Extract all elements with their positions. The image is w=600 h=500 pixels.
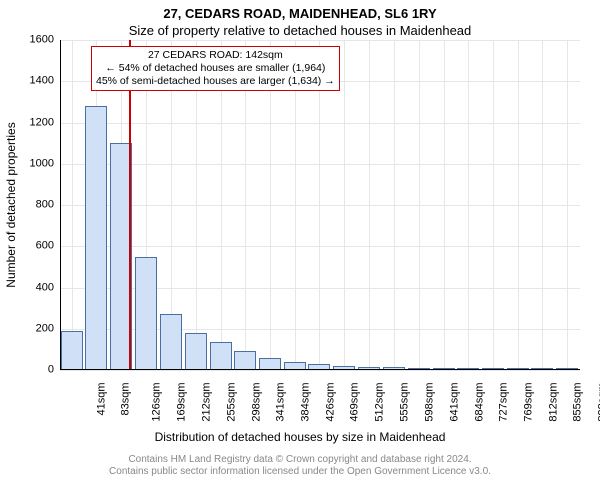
x-tick-label: 812sqm [548,383,559,422]
y-tick-label: 0 [0,365,54,376]
gridline-v [419,40,420,370]
gridline-v [344,40,345,370]
y-tick-label: 1000 [0,158,54,169]
y-tick-label: 1600 [0,35,54,46]
gridline-v [72,40,73,370]
x-tick-label: 512sqm [375,383,386,422]
x-tick-label: 469sqm [350,383,361,422]
x-tick-label: 384sqm [301,383,312,422]
x-tick-label: 855sqm [573,383,584,422]
page-subtitle: Size of property relative to detached ho… [0,23,600,38]
y-axis-line [60,40,61,370]
x-tick-label: 684sqm [474,383,485,422]
gridline-h [60,370,580,371]
x-axis-label: Distribution of detached houses by size … [0,430,600,444]
y-tick-label: 600 [0,241,54,252]
x-tick-label: 298sqm [251,383,262,422]
gridline-v [369,40,370,370]
gridline-v [394,40,395,370]
gridline-v [493,40,494,370]
x-axis-line [60,369,580,370]
x-tick-label: 212sqm [202,383,213,422]
x-tick-label: 555sqm [400,383,411,422]
histogram-bar [210,342,232,370]
x-tick-label: 41sqm [97,383,108,416]
annotation-line3: 45% of semi-detached houses are larger (… [96,75,335,88]
y-tick-label: 800 [0,200,54,211]
y-tick-label: 1400 [0,76,54,87]
gridline-v [567,40,568,370]
histogram-bar [160,314,182,370]
x-tick-label: 598sqm [425,383,436,422]
property-annotation-box: 27 CEDARS ROAD: 142sqm ← 54% of detached… [91,46,340,91]
gridline-v [468,40,469,370]
y-tick-label: 1200 [0,117,54,128]
x-tick-label: 727sqm [499,383,510,422]
annotation-line2: ← 54% of detached houses are smaller (1,… [96,62,335,75]
x-tick-label: 341sqm [276,383,287,422]
histogram-bar [185,333,207,370]
histogram-bar [234,351,256,370]
gridline-v [518,40,519,370]
x-tick-label: 426sqm [325,383,336,422]
x-tick-label: 83sqm [121,383,132,416]
y-tick-label: 400 [0,282,54,293]
attribution-footer: Contains HM Land Registry data © Crown c… [0,454,600,478]
x-tick-label: 769sqm [523,383,534,422]
footer-line1: Contains HM Land Registry data © Crown c… [0,454,600,466]
x-tick-label: 641sqm [449,383,460,422]
annotation-line1: 27 CEDARS ROAD: 142sqm [96,49,335,62]
histogram-bar [61,331,83,370]
x-tick-label: 126sqm [152,383,163,422]
gridline-v [444,40,445,370]
y-tick-label: 200 [0,323,54,334]
x-tick-label: 255sqm [226,383,237,422]
histogram-bar [85,106,107,370]
histogram-bar [135,257,157,370]
x-tick-label: 169sqm [177,383,188,422]
footer-line2: Contains public sector information licen… [0,466,600,478]
page-title-address: 27, CEDARS ROAD, MAIDENHEAD, SL6 1RY [0,6,600,21]
gridline-v [542,40,543,370]
